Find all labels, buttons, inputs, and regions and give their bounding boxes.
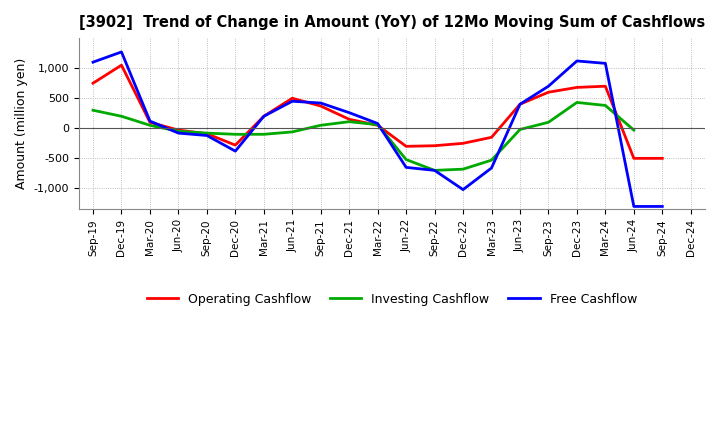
- Investing Cashflow: [601, 103, 610, 108]
- Free Cashflow: [174, 131, 183, 136]
- Free Cashflow: [145, 118, 154, 124]
- Free Cashflow: [345, 110, 354, 115]
- Operating Cashflow: [374, 123, 382, 128]
- Free Cashflow: [487, 165, 496, 171]
- Investing Cashflow: [145, 123, 154, 128]
- Line: Operating Cashflow: Operating Cashflow: [93, 65, 662, 158]
- Operating Cashflow: [459, 141, 467, 146]
- Operating Cashflow: [402, 144, 410, 149]
- Free Cashflow: [629, 204, 638, 209]
- Free Cashflow: [374, 121, 382, 126]
- Legend: Operating Cashflow, Investing Cashflow, Free Cashflow: Operating Cashflow, Investing Cashflow, …: [142, 288, 642, 311]
- Investing Cashflow: [89, 108, 97, 113]
- Operating Cashflow: [487, 135, 496, 140]
- Investing Cashflow: [288, 129, 297, 135]
- Operating Cashflow: [431, 143, 439, 148]
- Free Cashflow: [459, 187, 467, 192]
- Free Cashflow: [601, 61, 610, 66]
- Investing Cashflow: [345, 119, 354, 125]
- Investing Cashflow: [231, 132, 240, 137]
- Investing Cashflow: [431, 168, 439, 173]
- Free Cashflow: [658, 204, 667, 209]
- Operating Cashflow: [345, 117, 354, 122]
- Y-axis label: Amount (million yen): Amount (million yen): [15, 58, 28, 189]
- Operating Cashflow: [601, 84, 610, 89]
- Line: Investing Cashflow: Investing Cashflow: [93, 103, 634, 170]
- Line: Free Cashflow: Free Cashflow: [93, 52, 662, 206]
- Investing Cashflow: [459, 166, 467, 172]
- Free Cashflow: [288, 99, 297, 104]
- Free Cashflow: [117, 49, 126, 55]
- Free Cashflow: [544, 84, 553, 89]
- Investing Cashflow: [117, 114, 126, 119]
- Free Cashflow: [402, 165, 410, 170]
- Operating Cashflow: [629, 156, 638, 161]
- Operating Cashflow: [572, 85, 581, 90]
- Free Cashflow: [316, 100, 325, 106]
- Operating Cashflow: [174, 128, 183, 133]
- Free Cashflow: [259, 114, 268, 119]
- Free Cashflow: [431, 168, 439, 173]
- Investing Cashflow: [259, 132, 268, 137]
- Operating Cashflow: [117, 62, 126, 68]
- Operating Cashflow: [89, 81, 97, 86]
- Investing Cashflow: [202, 131, 211, 136]
- Operating Cashflow: [231, 143, 240, 148]
- Investing Cashflow: [402, 157, 410, 162]
- Investing Cashflow: [629, 128, 638, 133]
- Operating Cashflow: [259, 114, 268, 119]
- Operating Cashflow: [516, 102, 524, 107]
- Free Cashflow: [202, 133, 211, 138]
- Investing Cashflow: [316, 123, 325, 128]
- Operating Cashflow: [145, 120, 154, 125]
- Investing Cashflow: [516, 127, 524, 132]
- Free Cashflow: [231, 148, 240, 154]
- Investing Cashflow: [544, 120, 553, 125]
- Free Cashflow: [572, 59, 581, 64]
- Free Cashflow: [516, 102, 524, 107]
- Investing Cashflow: [174, 128, 183, 134]
- Operating Cashflow: [316, 103, 325, 109]
- Investing Cashflow: [487, 158, 496, 163]
- Investing Cashflow: [374, 122, 382, 127]
- Free Cashflow: [89, 59, 97, 65]
- Investing Cashflow: [572, 100, 581, 105]
- Operating Cashflow: [544, 90, 553, 95]
- Operating Cashflow: [288, 95, 297, 101]
- Operating Cashflow: [202, 131, 211, 136]
- Title: [3902]  Trend of Change in Amount (YoY) of 12Mo Moving Sum of Cashflows: [3902] Trend of Change in Amount (YoY) o…: [78, 15, 705, 30]
- Operating Cashflow: [658, 156, 667, 161]
